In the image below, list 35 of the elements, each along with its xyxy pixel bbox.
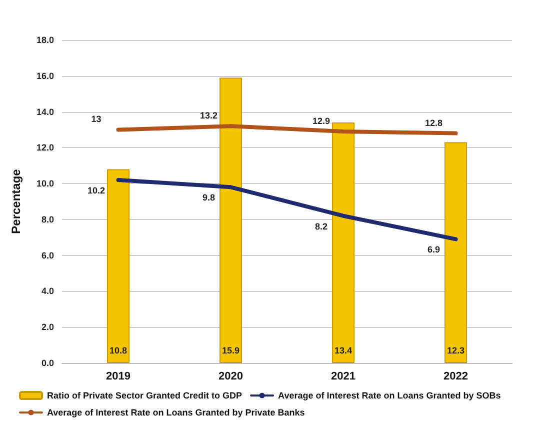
y-tick-label: 2.0 (41, 322, 54, 332)
x-tick-label: 2019 (106, 370, 130, 382)
y-tick-label: 14.0 (36, 106, 54, 117)
bar (107, 169, 130, 363)
legend-label: Ratio of Private Sector Granted Credit to GDP (47, 390, 242, 400)
bar (220, 78, 242, 363)
y-tick-label: 18.0 (36, 35, 54, 45)
legend-label: Average of Interest Rate on Loans Granted by Private Banks (47, 408, 305, 418)
data-label: 9.8 (202, 192, 216, 203)
y-axis-title: Percentage (9, 168, 23, 234)
bar (332, 122, 354, 363)
y-tick-label: 4.0 (41, 286, 54, 296)
data-label: 12.8 (424, 118, 443, 128)
data-label: 13.2 (200, 110, 218, 121)
y-tick-label: 16.0 (36, 70, 54, 81)
data-label: 6.9 (427, 244, 440, 255)
y-tick-label: 12.0 (36, 142, 54, 153)
y-tick-label: 10.0 (36, 178, 54, 189)
data-label: 8.2 (314, 221, 328, 232)
bar (444, 142, 467, 363)
data-label: 12.9 (312, 116, 330, 126)
data-label: 10.2 (87, 185, 106, 196)
data-label: 10.8 (109, 346, 128, 356)
data-label: 15.9 (222, 346, 240, 356)
x-tick-label: 2022 (444, 370, 468, 382)
legend-label: Average of Interest Rate on Loans Granted by SOBs (278, 390, 501, 400)
x-tick-label: 2020 (218, 370, 243, 382)
y-tick-label: 0.0 (41, 358, 54, 368)
data-label: 13 (91, 114, 102, 124)
y-tick-label: 8.0 (41, 214, 54, 224)
x-tick-label: 2021 (331, 370, 356, 382)
line-series (116, 178, 458, 242)
data-label: 13.4 (334, 346, 352, 356)
data-label: 12.3 (446, 346, 465, 356)
y-tick-label: 6.0 (41, 250, 54, 260)
